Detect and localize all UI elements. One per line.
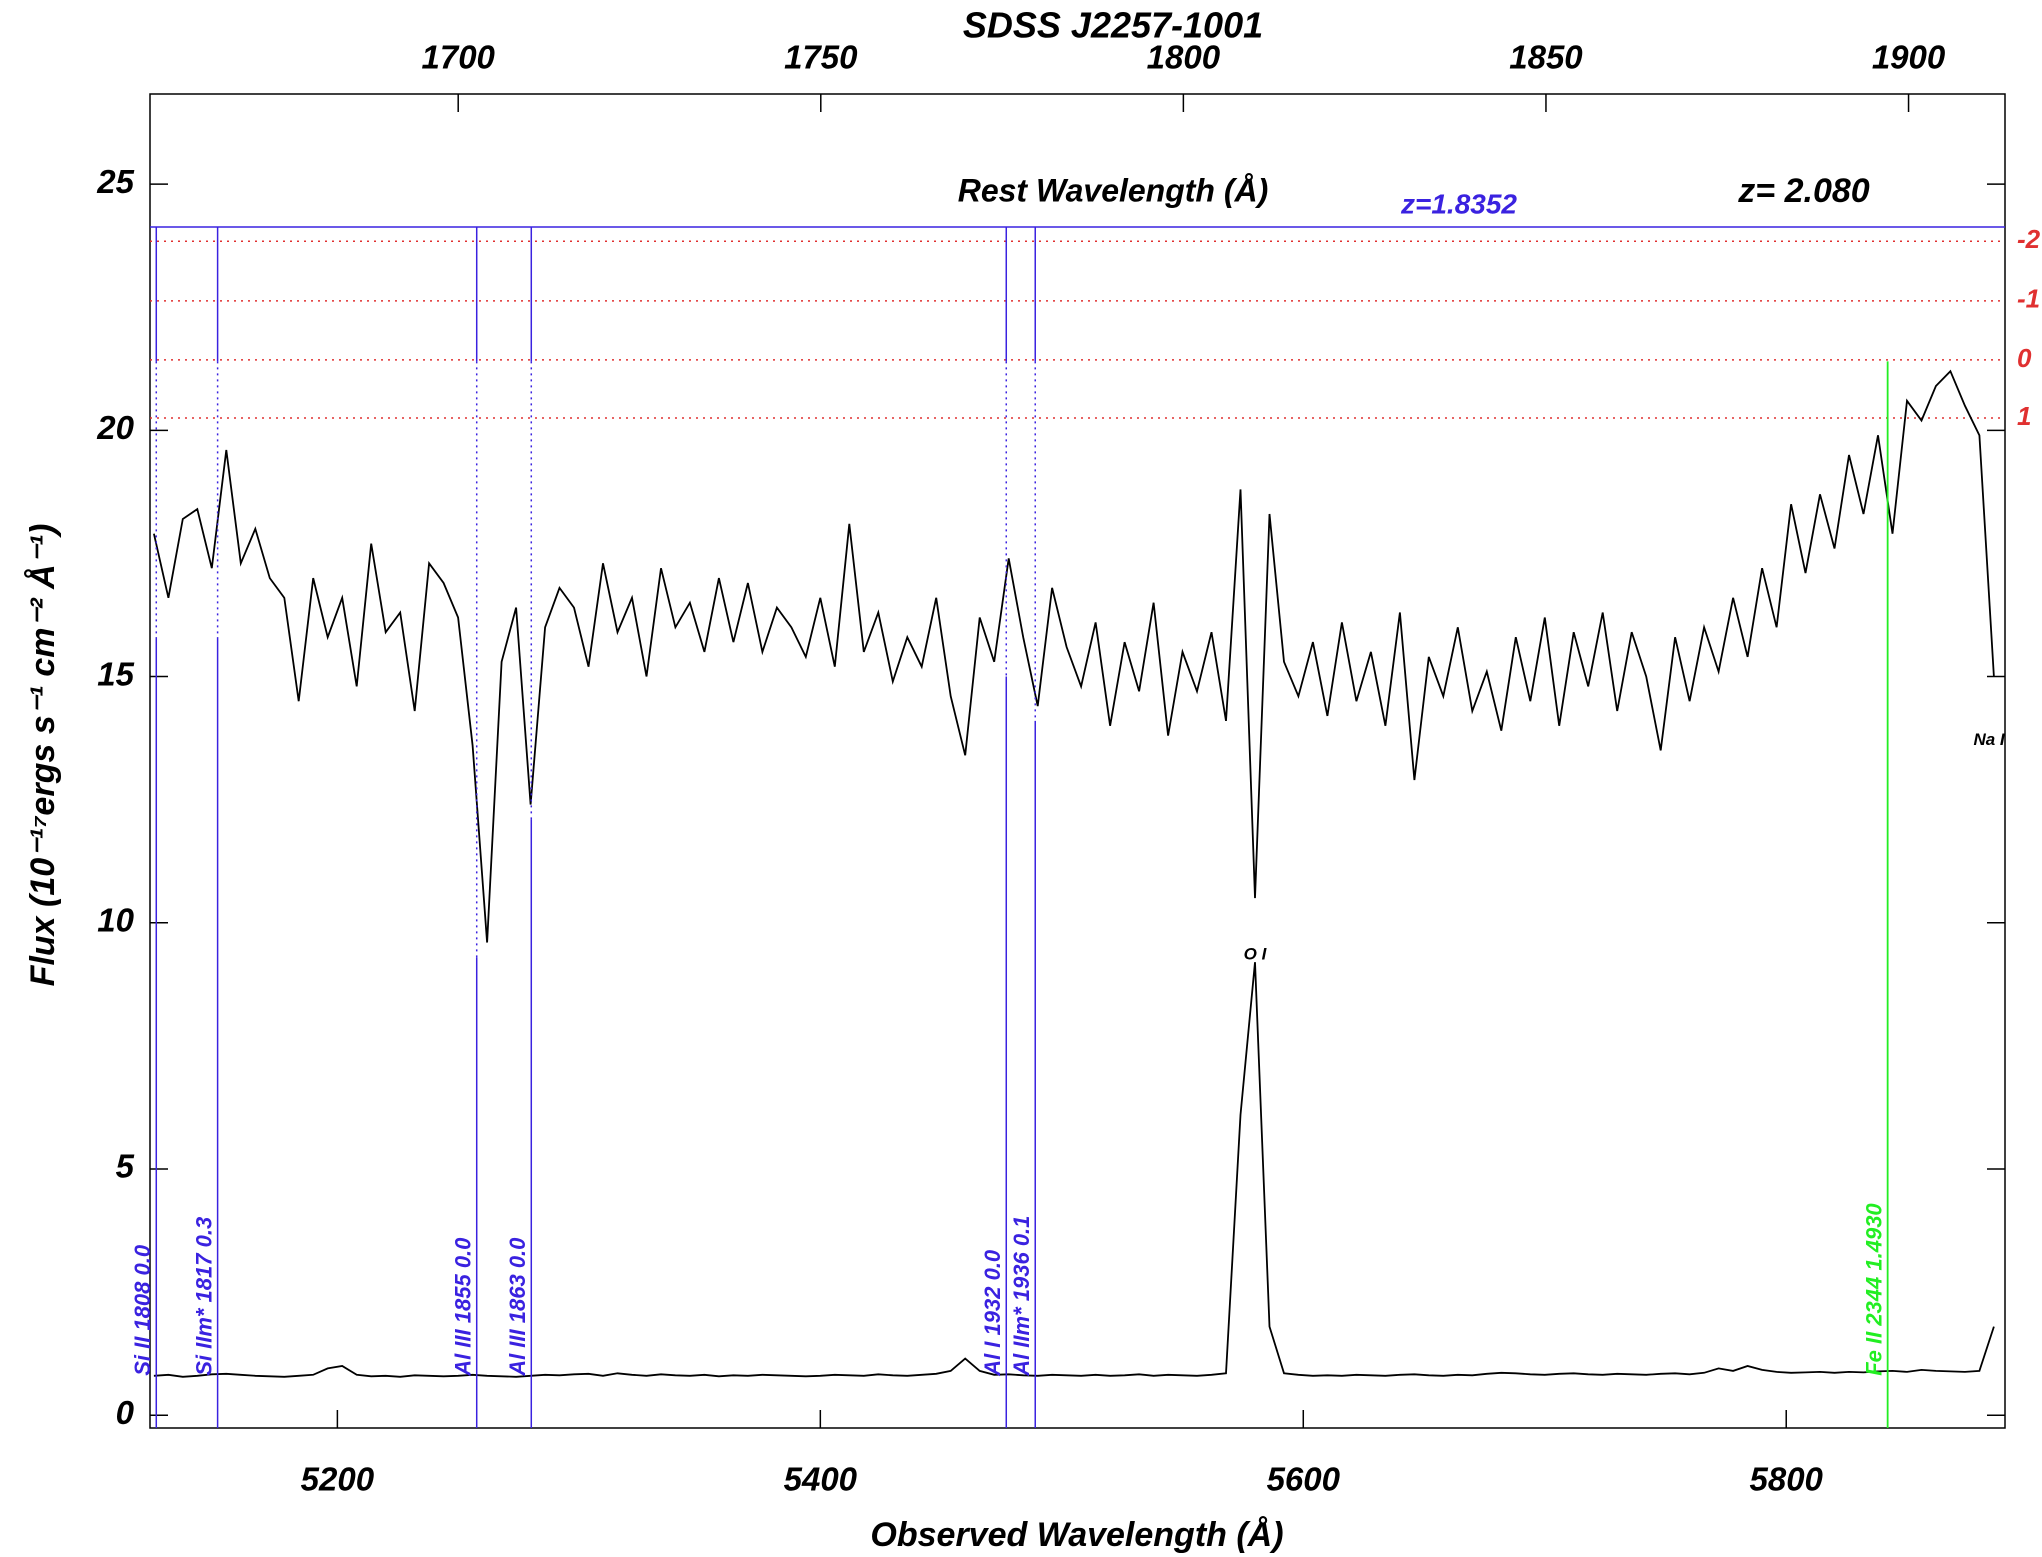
x-tick-label: 5200 — [301, 1461, 375, 1498]
sigma-label: 0 — [2017, 343, 2032, 373]
sigma-label: -2 — [2017, 224, 2041, 254]
line-annotation: Na I — [1973, 730, 2005, 749]
absorption-label: Si II 1808 0.0 — [130, 1244, 155, 1376]
sigma-label: 1 — [2017, 401, 2031, 431]
absorption-label: Al III 1855 0.0 — [451, 1237, 476, 1377]
x-tick-label: 5800 — [1750, 1461, 1824, 1498]
y-tick-label: 5 — [116, 1148, 135, 1185]
y-tick-label: 10 — [97, 901, 134, 938]
x-axis-label: Observed Wavelength (Å) — [870, 1516, 1283, 1554]
spectrum-0 — [153, 369, 1995, 943]
y-axis-label: Flux (10⁻¹⁷ergs s⁻¹ cm⁻² Å⁻¹) — [24, 524, 62, 987]
redshift-label: z= 2.080 — [1737, 172, 1869, 210]
y-tick-label: 25 — [96, 163, 134, 200]
y-tick-label: 20 — [96, 409, 134, 446]
line-annotation: O I — [1244, 944, 1268, 963]
x2-tick-label: 1800 — [1147, 39, 1221, 76]
y-tick-label: 0 — [116, 1394, 135, 1431]
plot-frame — [149, 93, 2006, 1429]
top-axis-label: Rest Wavelength (Å) — [958, 172, 1269, 208]
absorption-label: Al III 1863 0.0 — [505, 1237, 530, 1377]
absorption-label: Al I 1932 0.0 — [980, 1249, 1005, 1377]
x2-tick-label: 1750 — [784, 39, 858, 76]
absorption-label: Al IIm* 1936 0.1 — [1009, 1216, 1034, 1377]
spectrum-1 — [153, 962, 1995, 1378]
y-tick-label: 15 — [97, 655, 134, 692]
intervening-label: Fe II 2344 1.4930 — [1861, 1203, 1886, 1376]
chart-title: SDSS J2257-1001 — [963, 5, 1263, 46]
x2-tick-label: 1900 — [1872, 39, 1946, 76]
absorption-label: Si IIm* 1817 0.3 — [191, 1217, 216, 1376]
x2-tick-label: 1850 — [1509, 39, 1583, 76]
x-tick-label: 5600 — [1267, 1461, 1341, 1498]
x-tick-label: 5400 — [784, 1461, 858, 1498]
absorber-label: z=1.8352 — [1400, 188, 1517, 219]
sigma-label: -1 — [2017, 284, 2040, 314]
x2-tick-label: 1700 — [421, 39, 495, 76]
